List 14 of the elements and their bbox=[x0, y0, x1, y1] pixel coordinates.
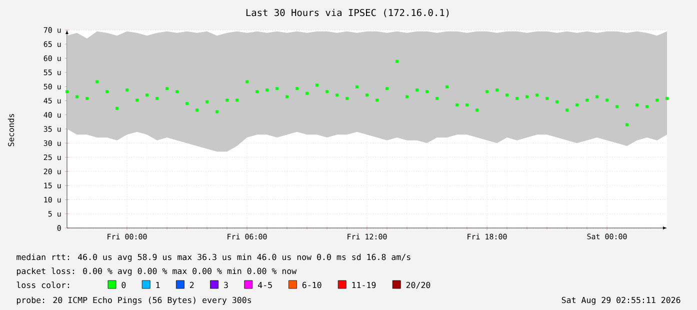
legend-label: 6-10 bbox=[302, 282, 322, 288]
legend-label: 1 bbox=[156, 282, 160, 288]
legend-label: 11-19 bbox=[352, 282, 376, 288]
legend-label: 4-5 bbox=[258, 282, 272, 288]
text: packet loss: 0.00 % avg 0.00 % max 0.00 % min 0.00 % now bbox=[16, 268, 297, 276]
text: Sat Aug 29 02:55:11 2026 bbox=[562, 296, 680, 305]
chart-title: Last 30 Hours via IPSEC (172.16.0.1) bbox=[246, 8, 449, 18]
legend-title: loss color: bbox=[16, 282, 69, 288]
legend-label: 2 bbox=[190, 282, 194, 288]
text: median rtt: 46.0 us avg 58.9 us max 36.3 us min 46.0 us now 0.0 ms sd 16.8 am/s bbox=[16, 254, 410, 262]
legend-label: 0 bbox=[122, 282, 126, 288]
legend-label: 3 bbox=[224, 282, 228, 288]
text: probe: 20 ICMP Echo Pings (56 Bytes) every 300s bbox=[16, 296, 252, 305]
legend-label: 20/20 bbox=[406, 282, 430, 289]
